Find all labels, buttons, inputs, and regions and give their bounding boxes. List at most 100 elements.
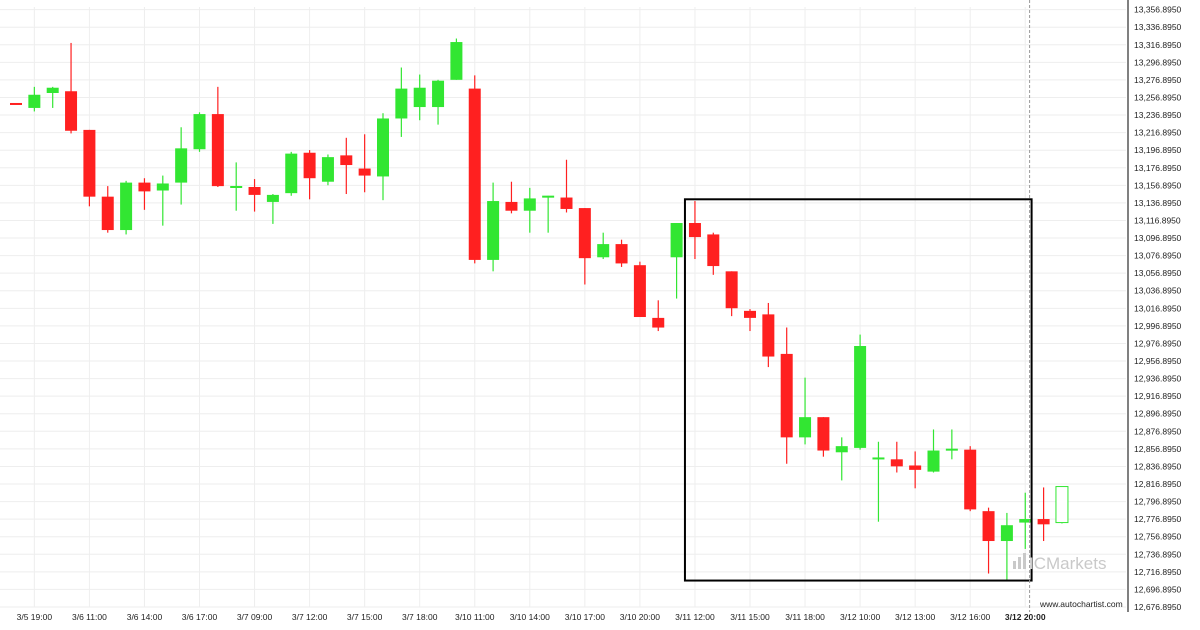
candle-body bbox=[138, 182, 151, 192]
candle-body bbox=[707, 234, 720, 267]
x-tick-label: 3/10 14:00 bbox=[510, 612, 550, 622]
y-tick-label: 12,796.8950 bbox=[1134, 497, 1182, 507]
x-tick-label: 3/10 20:00 bbox=[620, 612, 660, 622]
candle bbox=[377, 113, 389, 201]
watermark: ICMarkets bbox=[1013, 553, 1106, 573]
x-tick-label: 3/5 19:00 bbox=[17, 612, 53, 622]
candle-body bbox=[633, 265, 646, 318]
candle bbox=[432, 79, 445, 125]
y-tick-label: 12,856.8950 bbox=[1134, 444, 1182, 454]
candle bbox=[468, 75, 481, 264]
y-tick-label: 13,016.8950 bbox=[1134, 303, 1182, 313]
candle-body bbox=[468, 88, 481, 260]
y-tick-label: 13,356.8950 bbox=[1134, 5, 1182, 15]
y-tick-label: 13,036.8950 bbox=[1134, 286, 1182, 296]
candle-body bbox=[156, 183, 169, 191]
x-tick-label: 3/6 11:00 bbox=[72, 612, 107, 622]
y-tick-label: 13,076.8950 bbox=[1134, 251, 1182, 261]
candle-body bbox=[28, 94, 41, 108]
candle-body bbox=[927, 450, 940, 472]
x-tick-label: 3/7 12:00 bbox=[292, 612, 328, 622]
y-tick-label: 12,716.8950 bbox=[1134, 567, 1182, 577]
y-tick-label: 13,296.8950 bbox=[1134, 57, 1182, 67]
candle-body bbox=[1000, 525, 1013, 542]
candle-body bbox=[432, 80, 445, 108]
y-tick-label: 13,196.8950 bbox=[1134, 145, 1182, 155]
candle bbox=[542, 195, 555, 233]
candle bbox=[744, 309, 756, 332]
candle-body bbox=[560, 197, 573, 209]
candle-body bbox=[1037, 519, 1050, 525]
candle-body bbox=[395, 88, 408, 119]
candle bbox=[321, 154, 334, 186]
candle-body bbox=[340, 155, 353, 166]
candle bbox=[46, 86, 59, 108]
candle bbox=[909, 451, 922, 489]
candle bbox=[964, 446, 977, 512]
y-tick-label: 12,916.8950 bbox=[1134, 391, 1182, 401]
pattern-box bbox=[683, 198, 1033, 582]
candle bbox=[982, 507, 995, 574]
candle-body bbox=[744, 310, 756, 318]
x-tick-label: 3/11 15:00 bbox=[730, 612, 770, 622]
candle-body bbox=[652, 317, 665, 328]
candle-body bbox=[487, 201, 500, 260]
candle bbox=[340, 137, 353, 195]
candle bbox=[1000, 512, 1013, 580]
candle bbox=[597, 232, 610, 260]
candle bbox=[248, 179, 261, 212]
y-tick-label: 12,996.8950 bbox=[1134, 321, 1182, 331]
candle bbox=[138, 178, 151, 210]
candle bbox=[523, 187, 536, 233]
candle-body bbox=[890, 459, 903, 467]
y-tick-label: 13,236.8950 bbox=[1134, 110, 1182, 120]
candle-body bbox=[505, 201, 518, 211]
candle-body bbox=[450, 42, 463, 80]
candle bbox=[945, 429, 958, 460]
candle bbox=[1055, 486, 1069, 524]
candle bbox=[578, 208, 591, 285]
y-tick-label: 13,136.8950 bbox=[1134, 198, 1182, 208]
candle bbox=[413, 74, 426, 121]
candle bbox=[156, 175, 169, 226]
x-tick-label: 3/7 18:00 bbox=[402, 612, 438, 622]
y-tick-label: 12,776.8950 bbox=[1134, 514, 1182, 524]
y-tick-label: 13,316.8950 bbox=[1134, 40, 1182, 50]
candle bbox=[688, 201, 701, 260]
y-tick-label: 12,936.8950 bbox=[1134, 374, 1182, 384]
y-tick-label: 12,976.8950 bbox=[1134, 338, 1182, 348]
candle bbox=[505, 181, 518, 214]
x-tick-label: 3/7 09:00 bbox=[237, 612, 273, 622]
y-tick-label: 13,156.8950 bbox=[1134, 180, 1182, 190]
brand-bars-icon bbox=[1013, 553, 1026, 569]
y-axis: 13,356.8950 13,336.8950 13,316.8950 13,296.… bbox=[1127, 0, 1182, 612]
candle-body bbox=[982, 511, 995, 542]
candle bbox=[266, 194, 279, 224]
candle bbox=[83, 129, 96, 207]
x-tick-label: 3/6 17:00 bbox=[182, 612, 218, 622]
y-tick-label: 12,756.8950 bbox=[1134, 532, 1182, 542]
y-tick-label: 12,696.8950 bbox=[1134, 584, 1182, 594]
candle-body bbox=[725, 271, 738, 309]
candle-body bbox=[1055, 486, 1069, 524]
candle-body bbox=[762, 314, 775, 357]
candle-body bbox=[248, 186, 261, 195]
candle-body bbox=[46, 87, 59, 93]
x-tick-label: 3/12 10:00 bbox=[840, 612, 880, 622]
candle-body bbox=[799, 417, 812, 438]
x-tick-label: 3/7 15:00 bbox=[347, 612, 383, 622]
y-tick-label: 13,256.8950 bbox=[1134, 92, 1182, 102]
candle-body bbox=[83, 129, 96, 197]
candle bbox=[10, 102, 22, 105]
candle bbox=[120, 180, 133, 235]
y-tick-label: 13,336.8950 bbox=[1134, 22, 1182, 32]
y-tick-label: 12,896.8950 bbox=[1134, 409, 1182, 419]
candle bbox=[927, 429, 940, 473]
candle bbox=[1037, 487, 1050, 542]
y-tick-label: 13,276.8950 bbox=[1134, 75, 1182, 85]
x-axis: 3/5 19:00 3/6 11:00 3/6 14:00 3/6 17:00 3/7 … bbox=[17, 612, 1046, 622]
y-tick-label: 13,176.8950 bbox=[1134, 163, 1182, 173]
candle bbox=[487, 182, 500, 272]
candle bbox=[358, 134, 371, 193]
